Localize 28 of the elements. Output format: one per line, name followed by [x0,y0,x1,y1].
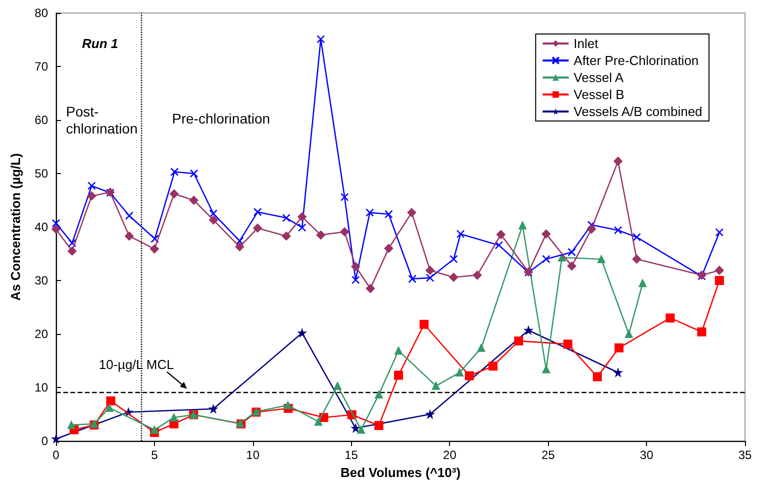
x-axis-title: Bed Volumes (^10³) [340,464,461,480]
x-tick-label: 35 [738,448,752,462]
x-tick-label: 20 [443,448,457,462]
legend-label: Vessel B [574,87,624,102]
legend-label: Vessel A [574,70,624,85]
legend-label: Vessels A/B combined [574,104,702,119]
y-tick-label: 70 [34,60,48,74]
y-tick-label: 50 [34,166,48,180]
x-tick-label: 10 [246,448,260,462]
y-tick-label: 0 [41,434,48,448]
annotation: Post- chlorination [66,104,138,136]
y-tick-label: 30 [34,274,48,288]
y-tick-label: 80 [34,6,48,20]
ref-line-label: 10-µg/L MCL [98,356,174,372]
y-tick-label: 20 [34,327,48,341]
legend-label: After Pre-Chlorination [574,53,699,68]
y-tick-label: 40 [34,220,48,234]
annotation: Run 1 [82,36,118,51]
y-tick-label: 60 [34,113,48,127]
x-tick-label: 15 [344,448,358,462]
x-tick-label: 5 [151,448,158,462]
annotation: Pre-chlorination [172,110,270,126]
x-tick-label: 0 [52,448,60,462]
x-tick-label: 25 [541,448,556,462]
y-axis-title: As Concentration (µg/L) [8,153,23,301]
x-tick-label: 30 [640,448,654,462]
y-tick-label: 10 [34,380,48,394]
legend-label: Inlet [574,36,599,51]
